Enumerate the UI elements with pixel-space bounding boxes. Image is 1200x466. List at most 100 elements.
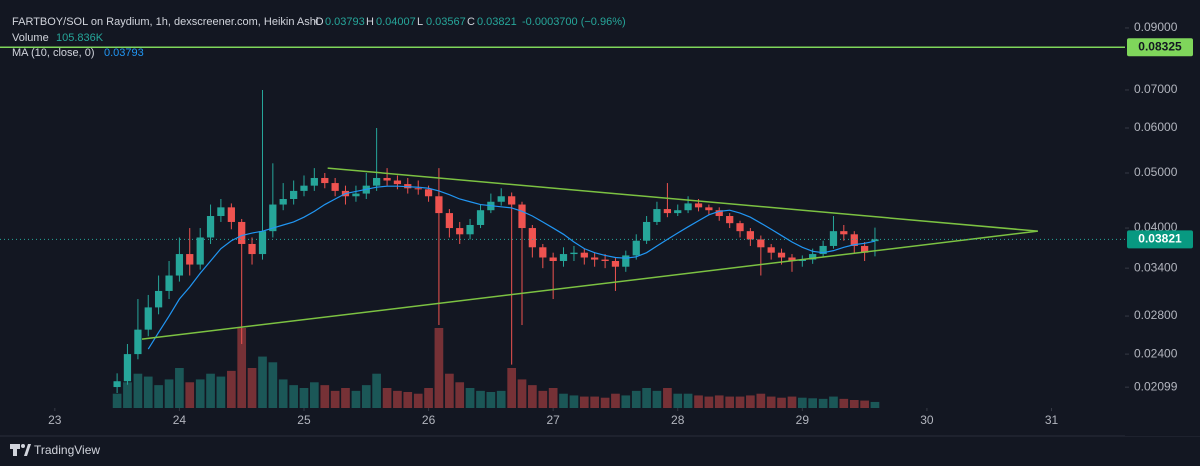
candle-body	[705, 207, 713, 211]
y-tick-label: 0.02800	[1134, 308, 1178, 322]
volume-bar	[818, 398, 828, 408]
candle-body	[227, 207, 235, 222]
volume-bar	[393, 390, 402, 408]
volume-bar	[216, 376, 226, 408]
candle-body	[518, 204, 526, 229]
volume-bar	[143, 376, 153, 408]
volume-bar	[309, 382, 319, 408]
level-label-box	[1127, 38, 1193, 57]
candle-body	[310, 177, 318, 186]
candle-body	[393, 180, 402, 185]
volume-bar	[206, 373, 215, 408]
y-tick-label: 0.06000	[1134, 120, 1178, 134]
volume-bar	[382, 388, 392, 408]
candle-body	[424, 189, 433, 197]
candle-body	[456, 228, 464, 235]
candle-body	[757, 239, 765, 248]
candle-body	[570, 252, 578, 255]
volume-bar	[600, 397, 610, 408]
volume-bar	[746, 395, 755, 408]
candle-body	[559, 254, 568, 262]
volume-bar	[694, 395, 703, 408]
volume-bar	[496, 390, 506, 408]
candle-body	[373, 177, 381, 186]
candle-body	[414, 188, 422, 190]
candle-body	[300, 185, 308, 191]
candle-body	[279, 198, 287, 205]
volume-bar	[351, 390, 361, 408]
volume-bar	[839, 398, 849, 408]
volume-bar	[538, 390, 548, 408]
volume-bar	[673, 393, 683, 408]
candle-body	[445, 213, 453, 229]
volume-bar	[247, 368, 257, 408]
volume-bar	[195, 379, 205, 408]
candle-body	[113, 381, 121, 388]
y-tick-label: 0.02099	[1134, 379, 1178, 393]
volume-bar	[621, 395, 631, 408]
candle-body	[206, 216, 215, 238]
volume-bar	[642, 388, 651, 408]
ma-line	[147, 185, 876, 350]
volume-bar	[434, 328, 444, 408]
volume-bar	[465, 388, 475, 408]
candle-body	[653, 209, 661, 222]
candle-body	[798, 259, 806, 262]
ohlc-value: 0.03567	[426, 16, 466, 28]
y-tick-label: 0.02400	[1134, 346, 1178, 360]
volume-bar	[361, 385, 371, 408]
volume-bar	[299, 388, 309, 408]
candle-body	[788, 257, 796, 262]
candle-body	[539, 247, 547, 258]
volume-bar	[320, 385, 330, 408]
candle-body	[154, 290, 163, 308]
volume-bar	[611, 393, 620, 408]
volume-bar	[829, 396, 838, 408]
trendline	[141, 230, 1038, 340]
volume-bar	[517, 379, 527, 408]
candle-body	[674, 210, 682, 214]
volume-bar	[476, 390, 485, 408]
volume-bar	[445, 373, 454, 408]
volume-bar	[175, 368, 184, 408]
change-value: -0.0003700 (−0.96%)	[522, 16, 626, 28]
volume-bar	[289, 385, 298, 408]
volume-bar	[486, 392, 496, 408]
volume-value: 105.836K	[56, 32, 104, 44]
volume-title: Volume	[12, 32, 49, 44]
volume-bar	[548, 388, 558, 408]
trendline	[327, 167, 1038, 232]
volume-bar	[860, 400, 869, 408]
y-tick-label: 0.05000	[1134, 165, 1178, 179]
ma-title: MA (10, close, 0)	[12, 47, 95, 59]
volume-bar	[258, 356, 267, 408]
volume-bar	[341, 388, 350, 408]
candle-body	[809, 254, 817, 260]
volume-bar	[579, 396, 589, 408]
volume-bar	[528, 385, 537, 408]
candle-body	[632, 240, 640, 256]
candle-body	[186, 254, 194, 265]
volume-bar	[766, 396, 776, 408]
x-tick-label: 23	[48, 413, 62, 427]
last-price-label: 0.03821	[1138, 232, 1182, 246]
candle-body	[165, 275, 173, 291]
volume-bar	[777, 397, 786, 408]
volume-bar	[870, 401, 880, 408]
candle-body	[611, 261, 620, 267]
volume-bar	[787, 396, 797, 408]
candle-body	[248, 243, 256, 255]
price-axis	[1125, 0, 1200, 436]
candle-body	[258, 231, 267, 255]
candle-body	[466, 224, 474, 235]
ohlc-value: 0.03793	[325, 16, 365, 28]
candle-body	[175, 254, 184, 276]
candle-body	[642, 221, 651, 241]
volume-bar	[507, 368, 517, 408]
candle-body	[715, 210, 723, 217]
volume-bar	[590, 396, 599, 408]
volume-bar	[413, 393, 423, 408]
volume-bar	[403, 392, 413, 408]
volume-bar	[756, 393, 766, 408]
